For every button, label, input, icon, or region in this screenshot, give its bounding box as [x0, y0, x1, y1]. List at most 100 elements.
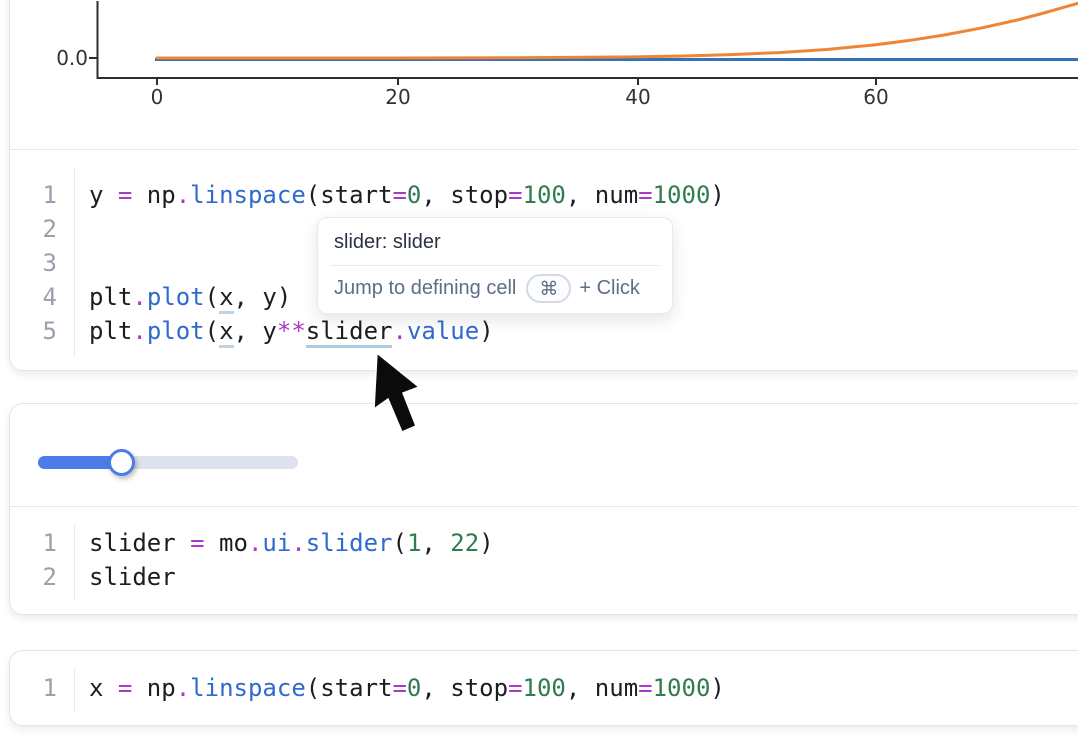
code-token: x: [89, 674, 118, 702]
code-token: =: [392, 181, 407, 209]
code-token: ): [479, 317, 494, 345]
chart-canvas: [89, 1, 1078, 85]
command-key-badge: ⌘: [526, 274, 572, 303]
code-token: , y): [233, 283, 292, 311]
code-token: x: [219, 283, 234, 314]
variable-tooltip: slider: slider Jump to defining cell ⌘ +…: [317, 217, 673, 314]
code-token: =: [508, 181, 523, 209]
code-token: =: [392, 674, 407, 702]
y-tick-label: 0.0: [56, 46, 88, 70]
click-hint-label: + Click: [579, 277, 640, 299]
line-number: 4: [42, 283, 57, 311]
x-tick-label: 40: [625, 85, 651, 109]
code-token: slider: [89, 563, 176, 591]
code-token: np: [132, 181, 176, 209]
code-token: =: [190, 529, 205, 557]
slider-thumb[interactable]: [108, 449, 135, 476]
code-token: =: [508, 674, 523, 702]
code-token: , num: [565, 674, 639, 702]
code-token: 22: [450, 529, 480, 557]
code-token: =: [638, 181, 653, 209]
code-token: ): [710, 181, 725, 209]
code-token: slider: [305, 317, 393, 348]
code-token: value: [406, 317, 480, 345]
tooltip-title: slider: slider: [334, 231, 441, 253]
code-token: .: [175, 181, 191, 209]
code-line[interactable]: 2: [10, 212, 1078, 246]
line-number: 3: [42, 249, 57, 277]
notebook-cell-slider: 1 slider = mo.ui.slider(1, 22) 2 slider: [9, 403, 1078, 615]
line-number: 1: [42, 181, 57, 209]
code-token: plt: [89, 283, 133, 311]
code-token: .: [132, 317, 147, 345]
matplotlib-chart: 0 20 40 60 0.0: [10, 1, 1078, 149]
code-token: linspace: [190, 181, 306, 209]
code-token: ): [479, 529, 494, 557]
code-line[interactable]: 3: [10, 246, 1078, 280]
code-token: , y: [233, 317, 277, 345]
code-token: .: [132, 283, 147, 311]
code-token: plot: [146, 283, 205, 311]
code-token: .: [392, 317, 407, 345]
code-token: , stop: [421, 181, 509, 209]
code-token: =: [117, 674, 133, 702]
x-tick-label: 20: [385, 85, 411, 109]
code-token: **: [276, 317, 306, 345]
code-token: =: [117, 181, 133, 209]
slider-widget[interactable]: [38, 446, 300, 478]
slider-fill: [38, 456, 121, 469]
x-tick-label: 60: [863, 85, 889, 109]
code-token: 0: [406, 181, 422, 209]
code-line[interactable]: 4 plt.plot(x, y): [10, 280, 1078, 314]
mouse-cursor-icon: [373, 351, 421, 433]
code-token: 1000: [652, 674, 711, 702]
code-token: x: [219, 317, 234, 348]
code-token: 100: [522, 674, 566, 702]
code-token: (start: [305, 181, 393, 209]
line-number: 1: [42, 674, 57, 702]
code-token: (: [204, 317, 220, 345]
code-token: .: [175, 674, 191, 702]
code-token: plt: [89, 317, 133, 345]
tooltip-action-row: Jump to defining cell ⌘ + Click: [318, 266, 672, 313]
code-line[interactable]: 2 slider: [10, 560, 1078, 594]
code-token: ui: [262, 529, 292, 557]
code-token: .: [291, 529, 306, 557]
code-token: (: [392, 529, 407, 557]
code-token: =: [638, 674, 653, 702]
line-number: 5: [42, 317, 57, 345]
line-number: 2: [42, 215, 57, 243]
line-series-orange: [155, 1, 1078, 60]
code-line[interactable]: 1 slider = mo.ui.slider(1, 22): [10, 526, 1078, 560]
code-editor-slider[interactable]: 1 slider = mo.ui.slider(1, 22) 2 slider: [10, 506, 1078, 614]
code-token: np: [132, 674, 176, 702]
code-token: linspace: [190, 674, 306, 702]
x-tick-label: 0: [150, 85, 164, 109]
line-number: 1: [42, 529, 57, 557]
code-token: 100: [522, 181, 566, 209]
code-token: , stop: [421, 674, 509, 702]
code-token: y: [89, 181, 118, 209]
code-token: , num: [565, 181, 639, 209]
code-token: plot: [146, 317, 205, 345]
code-token: mo: [204, 529, 248, 557]
code-token: ,: [421, 529, 451, 557]
slider-output: [10, 404, 1078, 506]
code-token: slider: [89, 529, 191, 557]
code-token: 1000: [652, 181, 711, 209]
plot-output: 0 20 40 60 0.0: [10, 0, 1078, 149]
line-number: 2: [42, 563, 57, 591]
code-token: ): [710, 674, 725, 702]
code-token: (: [204, 283, 220, 311]
x-tick-marks: [156, 78, 877, 85]
code-token: (start: [305, 674, 393, 702]
jump-to-defining-cell-label[interactable]: Jump to defining cell: [334, 277, 517, 299]
code-line[interactable]: 5 plt.plot(x, y**slider.value): [10, 314, 1078, 348]
